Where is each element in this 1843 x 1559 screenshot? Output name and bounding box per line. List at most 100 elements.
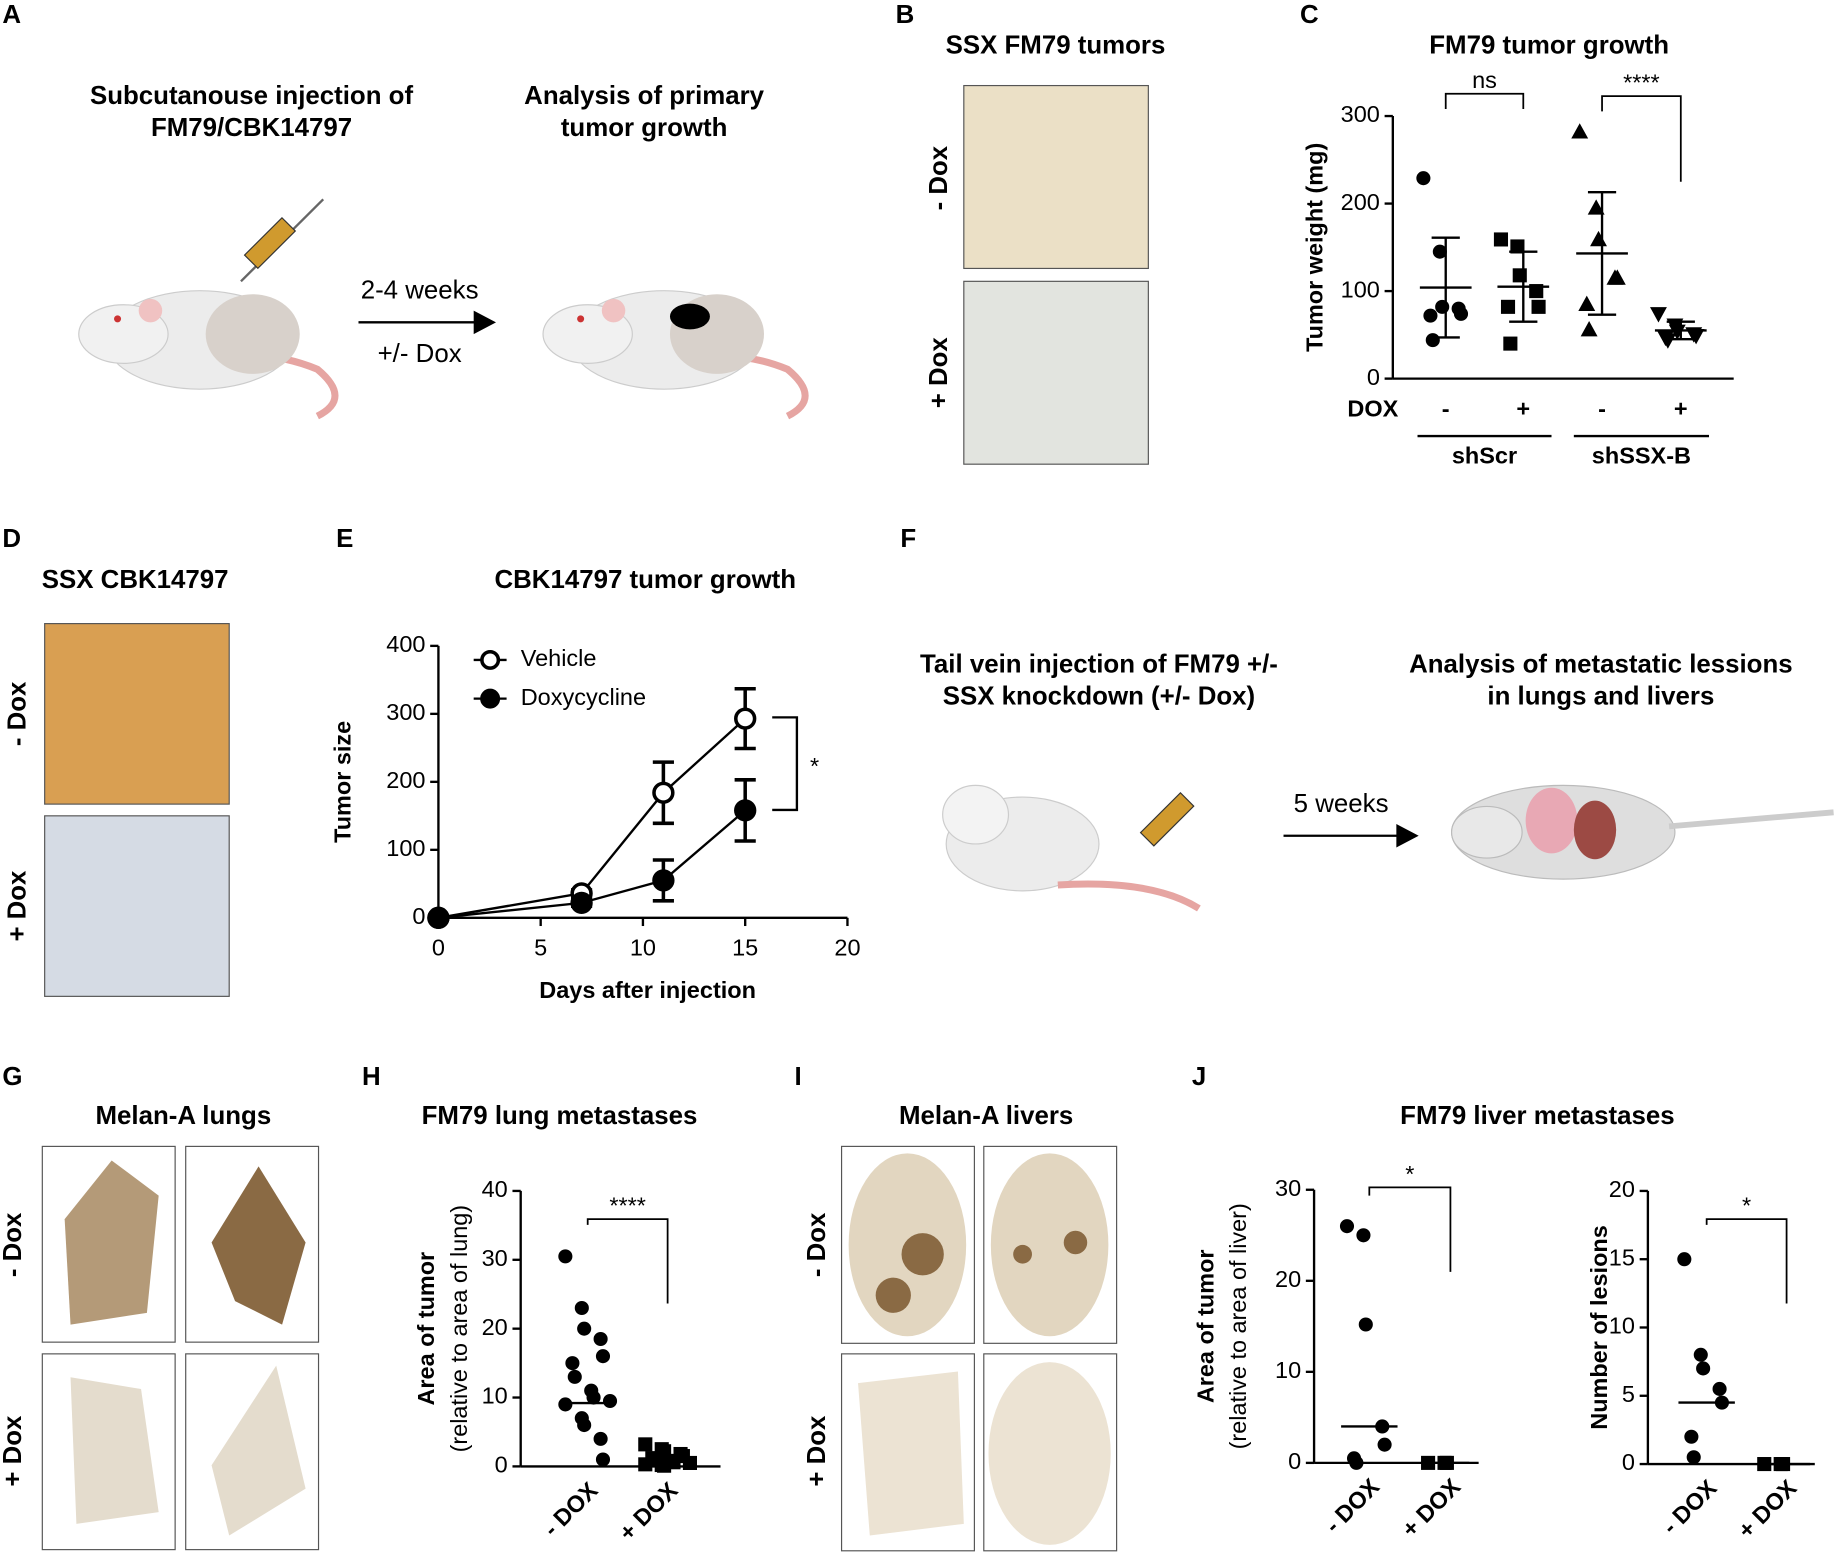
y-tick-label: 100: [1341, 276, 1380, 302]
y-tick-label: 5: [1622, 1381, 1635, 1407]
x-tick-label: 15: [732, 935, 758, 961]
panel-title: SSX FM79 tumors: [946, 32, 1166, 60]
series-line: [438, 717, 746, 919]
significance-bracket: [1368, 1186, 1452, 1272]
y-tick-label: 30: [1275, 1175, 1301, 1201]
y-tick-label: 40: [482, 1176, 508, 1202]
point: [652, 781, 675, 804]
x-tick-label: -: [1442, 395, 1450, 421]
error-bar: [1509, 250, 1538, 323]
point: [574, 1300, 589, 1316]
y-axis-label: Tumor size: [330, 721, 356, 843]
significance-label: ****: [609, 1193, 646, 1219]
x-tick-label: + DOX: [1733, 1474, 1802, 1543]
caption: tumor growth: [561, 114, 728, 142]
caption: Analysis of metastatic lessions: [1409, 651, 1793, 679]
point: [1571, 123, 1589, 139]
significance-label: ****: [1623, 70, 1660, 96]
point: [652, 869, 675, 892]
y-tick-label: 300: [1341, 101, 1380, 127]
point: [1608, 269, 1626, 285]
x-tick-label: 5: [534, 935, 547, 961]
point: [1358, 1317, 1373, 1332]
panel-letter: J: [1192, 1063, 1206, 1091]
y-tick-label: 20: [1609, 1176, 1635, 1202]
error-bar: [1587, 191, 1617, 316]
y-tick-label: 10: [482, 1383, 508, 1409]
y-tick-label: 200: [386, 767, 425, 793]
panel-title: SSX CBK14797: [42, 566, 229, 594]
point: [565, 1356, 580, 1371]
point: [577, 1418, 592, 1433]
y-tick-label: 20: [1275, 1266, 1301, 1292]
caption: FM79/CBK14797: [151, 114, 352, 142]
point: [1377, 1437, 1392, 1452]
x-tick-label: - DOX: [1320, 1473, 1385, 1538]
row-label: + Dox: [4, 870, 32, 942]
x-tick-label: - DOX: [1657, 1474, 1722, 1539]
x-tick-label: 10: [630, 935, 656, 961]
y-tick-label: 0: [1288, 1448, 1301, 1474]
point: [558, 1397, 573, 1412]
arrow-label: 2-4 weeks: [361, 277, 479, 305]
point: [1339, 1219, 1355, 1234]
significance-bracket: [586, 1218, 669, 1304]
panel-letter: G: [2, 1063, 22, 1091]
schematic-a: Subcutanouse injection of FM79/CBK14797 …: [90, 82, 765, 368]
y-tick-label: 30: [482, 1245, 508, 1271]
significance-bracket: [772, 716, 799, 812]
point: [734, 707, 757, 730]
point: [1416, 171, 1431, 186]
x-tick-label: +: [1674, 395, 1688, 421]
point: [586, 1390, 601, 1405]
arrow-label: +/- Dox: [378, 340, 462, 368]
row-label: DOX: [1347, 395, 1398, 421]
point: [657, 1458, 672, 1473]
point: [638, 1437, 653, 1452]
error-bar: [1431, 236, 1460, 339]
point: [734, 799, 757, 822]
row-label: - Dox: [4, 681, 32, 746]
y-tick-label: 0: [412, 903, 425, 929]
x-tick-label: + DOX: [614, 1477, 683, 1546]
point: [1712, 1381, 1727, 1396]
legend-label: Vehicle: [521, 645, 597, 671]
y-tick-label: 400: [386, 631, 425, 657]
panel-letter: H: [362, 1063, 381, 1091]
panel-letter: A: [2, 1, 21, 29]
caption: SSX knockdown (+/- Dox): [943, 682, 1255, 710]
chart-title: FM79 liver metastases: [1400, 1102, 1674, 1130]
x-tick-label: 20: [834, 935, 860, 961]
row-label: - Dox: [925, 145, 953, 210]
x-tick-label: 0: [432, 935, 445, 961]
error-bar: [1666, 320, 1695, 341]
row-label: - Dox: [0, 1212, 27, 1277]
point: [558, 1249, 573, 1264]
point: [593, 1431, 608, 1446]
y-tick-label: 10: [1609, 1313, 1635, 1339]
caption: Analysis of primary: [524, 82, 765, 110]
point: [1578, 295, 1596, 311]
y-axis-label: Tumor weight (mg): [1302, 143, 1328, 352]
point: [1684, 1429, 1699, 1444]
x-tick-label: +: [1516, 395, 1530, 421]
legend-marker: [480, 649, 501, 670]
point: [1493, 232, 1509, 247]
y-axis-label: (relative to area of liver): [1225, 1203, 1251, 1449]
point: [682, 1455, 698, 1470]
significance-label: *: [1405, 1161, 1414, 1187]
significance-bracket: [1601, 95, 1682, 182]
point: [1453, 306, 1469, 321]
significance-label: *: [1742, 1193, 1751, 1219]
point: [1503, 336, 1518, 351]
y-axis-label: (relative to area of lung): [446, 1205, 472, 1453]
point: [1677, 1252, 1692, 1267]
point: [1587, 199, 1605, 215]
point: [602, 1393, 618, 1409]
panel-letter: C: [1300, 1, 1319, 29]
y-tick-label: 200: [1341, 189, 1380, 215]
panel-letter: E: [336, 525, 353, 553]
x-tick-label: -: [1598, 395, 1606, 421]
point: [1500, 299, 1516, 314]
row-label: - Dox: [803, 1212, 831, 1277]
